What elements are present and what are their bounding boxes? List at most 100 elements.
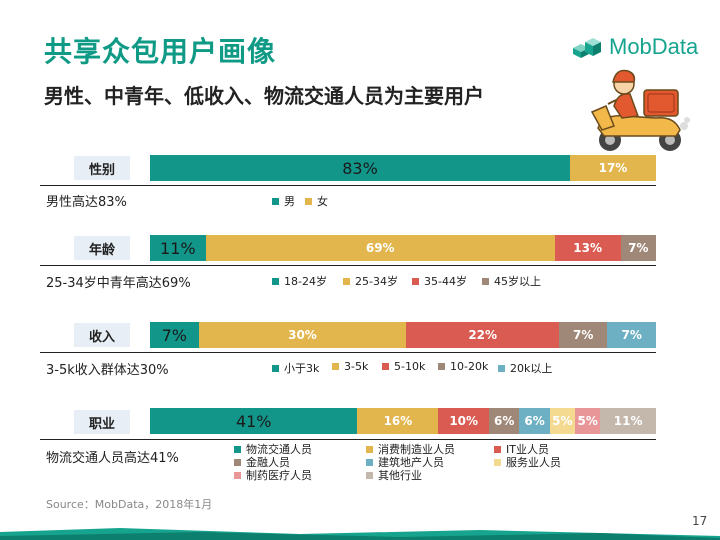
legend-item: 服务业人员 [494,454,561,470]
legend-swatch [498,364,505,372]
legend-swatch [234,458,241,466]
legend-item: 男 [272,193,295,209]
bar-segment: 41% [150,408,358,434]
bar-segment: 16% [357,408,439,434]
legend-label: 物流交通人员 [246,443,312,456]
legend-item: 消费制造业人员 [366,441,455,457]
bar-segment: 11% [600,408,656,434]
legend-label: IT业人员 [506,443,549,456]
bottom-decorative-band [0,528,720,540]
bar-segment: 30% [198,322,407,348]
age-note: 25-34岁中青年高达69% [46,276,191,291]
legend-swatch [305,197,312,205]
page-subtitle: 男性、中青年、低收入、物流交通人员为主要用户 [44,84,484,108]
legend-item: 3-5k [332,360,368,373]
legend-label: 25-34岁 [355,275,398,288]
legend-label: 5-10k [394,360,426,373]
legend-label: 20k以上 [510,362,553,375]
legend-item: 35-44岁 [412,273,467,289]
bar-segment: 22% [406,322,559,348]
legend-item: 制药医疗人员 [234,467,312,483]
bar-segment: 6% [519,408,550,434]
bar-segment: 5% [575,408,601,434]
legend-item: 小于3k [272,360,319,376]
legend-item: IT业人员 [494,441,549,457]
courier-scooter-illustration [590,69,690,151]
legend-swatch [272,197,279,205]
legend-swatch [412,277,419,285]
legend-swatch [272,364,279,372]
bar-segment: 83% [150,155,570,181]
bar-segment: 7% [150,322,199,348]
legend-swatch [482,277,489,285]
legend-label: 小于3k [284,362,320,375]
legend-swatch [494,458,501,466]
legend-label: 45岁以上 [494,275,541,288]
section-divider [40,439,656,440]
section-divider [40,265,656,266]
bar-segment: 17% [569,155,656,181]
section-label-age: 年龄 [74,236,130,260]
bar-segment: 5% [549,408,576,434]
bar-segment: 7% [607,322,656,348]
legend-label: 35-44岁 [424,275,467,288]
bar-segment: 13% [554,235,621,261]
occupation-note: 物流交通人员高达41% [46,451,179,466]
section-divider [40,185,656,186]
legend-swatch [382,363,389,370]
legend-item: 10-20k [438,360,488,373]
legend-item: 其他行业 [366,467,422,483]
legend-swatch [234,445,241,453]
age-stacked-bar: 11% 69% 13% 7% [150,235,656,261]
legend-item: 18-24岁 [272,273,327,289]
section-label-occupation: 职业 [74,410,130,434]
bar-segment: 11% [150,235,206,261]
legend-label: 消费制造业人员 [378,443,455,456]
legend-swatch [438,363,445,370]
page-number: 17 [692,514,708,528]
bar-segment: 69% [205,235,555,261]
legend-swatch [494,445,501,453]
bar-segment: 7% [558,322,608,348]
logo-text: MobData [609,34,699,59]
legend-label: 男 [284,195,295,208]
legend-item: 25-34岁 [343,273,398,289]
section-label-gender: 性别 [74,156,130,180]
page-title: 共享众包用户画像 [44,35,277,68]
bar-segment: 10% [438,408,489,434]
legend-swatch [366,445,373,453]
legend-item: 20k以上 [498,360,552,376]
legend-label: 女 [317,195,328,208]
source-note: Source：MobData，2018年1月 [46,498,213,511]
section-divider [40,352,656,353]
legend-item: 女 [305,193,328,209]
legend-label: 3-5k [344,360,369,373]
legend-label: 18-24岁 [284,275,327,288]
legend-item: 45岁以上 [482,273,541,289]
legend-item: 5-10k [382,360,425,373]
legend-label: 10-20k [450,360,489,373]
legend-item: 金融人员 [234,454,290,470]
legend-label: 其他行业 [378,469,422,482]
legend-label: 制药医疗人员 [246,469,312,482]
legend-swatch [272,277,279,285]
legend-label: 服务业人员 [506,456,561,469]
bar-segment: 7% [620,235,656,261]
legend-swatch [343,277,350,285]
income-note: 3-5k收入群体达30% [46,363,169,378]
mobdata-blocks-icon [573,38,601,58]
gender-note: 男性高达83% [46,195,127,210]
legend-swatch [332,363,339,370]
mobdata-logo: MobData [571,33,698,61]
section-label-income: 收入 [74,323,130,347]
legend-label: 金融人员 [246,456,290,469]
legend-swatch [234,471,241,479]
gender-stacked-bar: 83% 17% [150,155,656,181]
legend-swatch [366,458,373,466]
legend-item: 建筑地产人员 [366,454,444,470]
legend-swatch [366,471,373,479]
legend-label: 建筑地产人员 [378,456,444,469]
occupation-stacked-bar: 41% 16% 10% 6% 6% 5% 5% 11% [150,408,656,434]
bar-segment: 6% [489,408,520,434]
legend-item: 物流交通人员 [234,441,312,457]
